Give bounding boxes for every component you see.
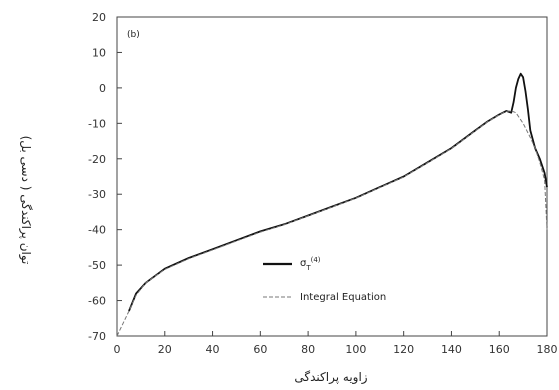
- y-tick-label: -60: [88, 295, 106, 308]
- x-tick-label: 120: [393, 343, 414, 356]
- panel-label: (b): [127, 30, 140, 40]
- y-tick-label: -40: [88, 224, 106, 237]
- legend: σT(4) Integral Equation: [263, 256, 386, 303]
- x-tick-label: 20: [158, 343, 172, 356]
- y-tick-label: -20: [88, 153, 106, 166]
- y-tick-label: -50: [88, 259, 106, 272]
- x-tick-label: 100: [345, 343, 366, 356]
- legend-label-dashed: Integral Equation: [300, 292, 386, 303]
- x-tick-label: 60: [253, 343, 267, 356]
- x-tick-label: 140: [441, 343, 462, 356]
- series-group: [116, 72, 548, 337]
- x-axis-label: زاویه پراکندگی: [294, 370, 367, 385]
- x-tick-label: 80: [301, 343, 315, 356]
- y-tick-label: -10: [88, 117, 106, 130]
- legend-label-solid: σT(4): [300, 256, 321, 272]
- y-tick-label: 0: [99, 82, 106, 95]
- y-axis-ticks: 20 10 0 -10 -20 -30 -40 -50 -60 -70: [88, 11, 122, 343]
- x-tick-label: 180: [537, 343, 558, 356]
- y-axis-label: توان پراکندگی ( دسی بل): [18, 136, 33, 265]
- y-tick-label: 20: [92, 11, 106, 24]
- series-line-0: [128, 72, 548, 312]
- x-tick-label: 40: [206, 343, 220, 356]
- x-tick-label: 160: [489, 343, 510, 356]
- y-tick-label: -70: [88, 330, 106, 343]
- x-axis-ticks: 0 20 40 60 80 100 120 140 160 180: [114, 331, 558, 356]
- y-tick-label: 10: [92, 46, 106, 59]
- y-tick-label: -30: [88, 188, 106, 201]
- plot-frame: [116, 16, 548, 337]
- x-tick-label: 0: [114, 343, 121, 356]
